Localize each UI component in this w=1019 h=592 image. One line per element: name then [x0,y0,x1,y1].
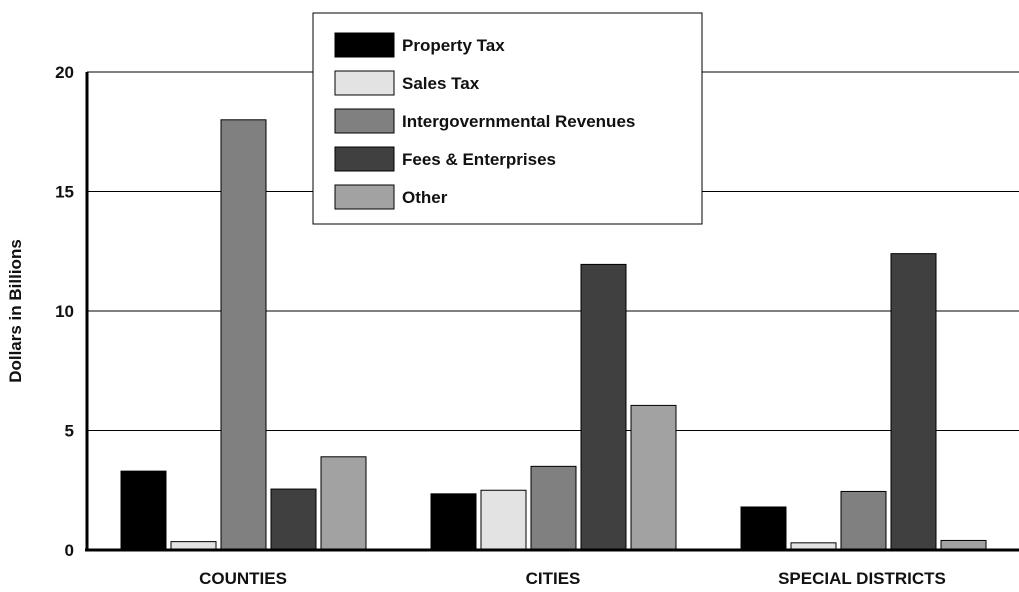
legend-label: Intergovernmental Revenues [402,112,635,131]
legend-swatch [334,32,395,58]
bar-property-tax-special-districts [740,506,787,551]
y-tick-label: 10 [55,302,74,321]
bar-intergovernmental-revenues-special-districts [840,490,887,551]
category-labels: COUNTIES CITIES SPECIAL DISTRICTS [199,569,946,588]
bar-other-counties [320,456,367,551]
category-label: COUNTIES [199,569,287,588]
bar-property-tax-cities [430,493,477,551]
bar-property-tax-counties [120,470,167,551]
y-tick-label: 15 [55,183,74,202]
axes [85,72,1019,552]
legend-swatch [334,108,395,134]
legend-label: Other [402,188,448,207]
y-axis-title: Dollars in Billions [6,239,25,383]
legend: Property Tax Sales Tax Intergovernmental R… [312,12,703,225]
legend-swatch [334,146,395,172]
y-tick-label: 0 [65,541,74,560]
bar-intergovernmental-revenues-counties [220,119,267,551]
y-tick-labels: 0 5 10 15 20 [55,63,74,560]
legend-label: Property Tax [402,36,505,55]
bar-fees-enterprises-counties [270,488,317,551]
bar-other-cities [630,404,677,551]
category-label: SPECIAL DISTRICTS [778,569,946,588]
legend-swatch [334,184,395,210]
category-label: CITIES [526,569,581,588]
legend-label: Fees & Enterprises [402,150,556,169]
y-tick-label: 20 [55,63,74,82]
bar-fees-enterprises-special-districts [890,253,937,551]
y-tick-label: 5 [65,422,74,441]
bar-fees-enterprises-cities [580,263,627,551]
legend-label: Sales Tax [402,74,480,93]
bar-sales-tax-cities [480,489,527,551]
bar-intergovernmental-revenues-cities [530,465,577,551]
legend-swatch [334,70,395,96]
